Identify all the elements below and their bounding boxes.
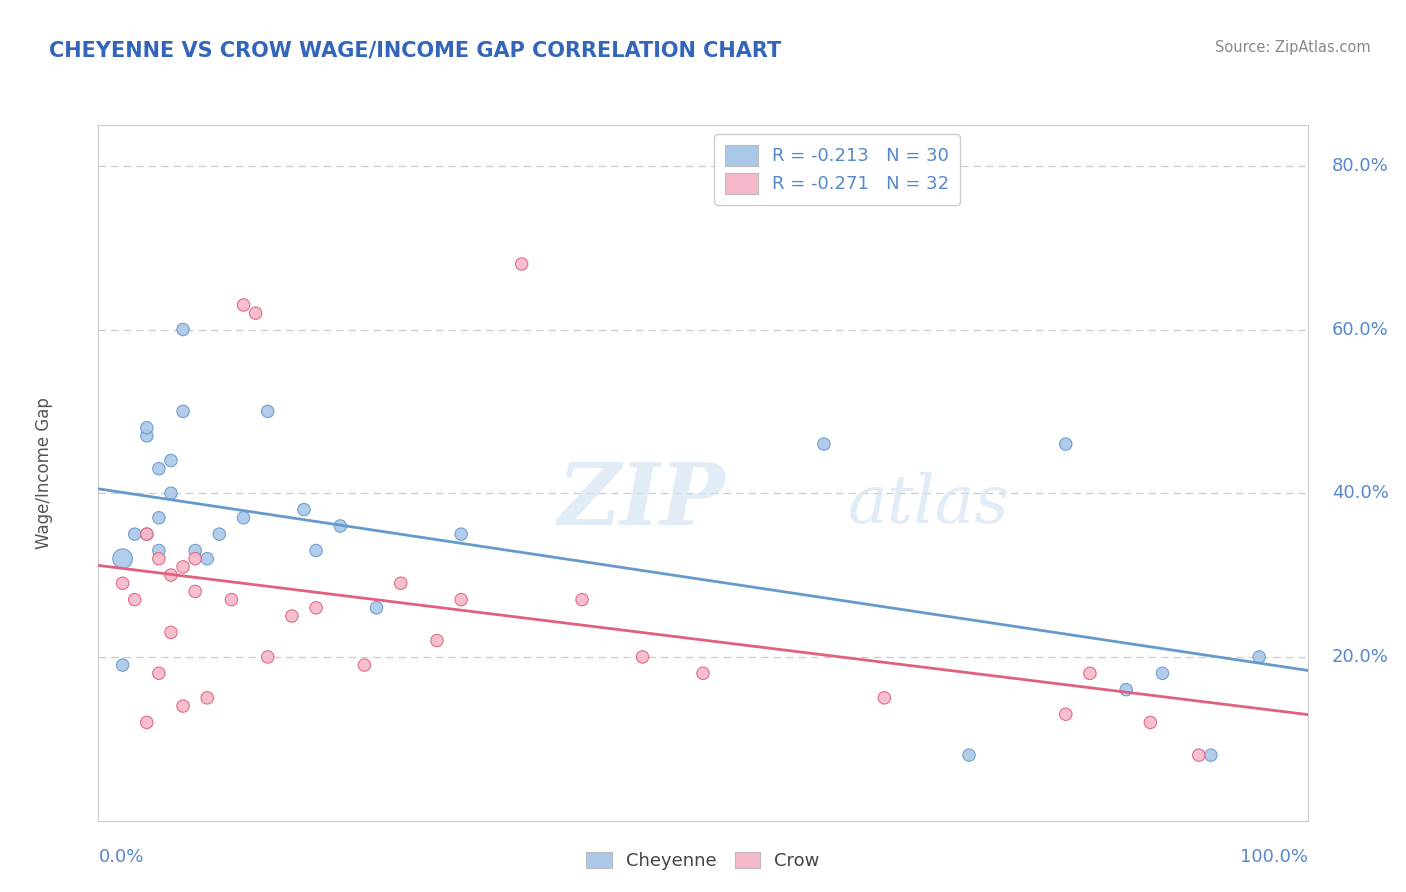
Point: [353, 658, 375, 673]
Point: [172, 404, 194, 418]
Point: [195, 690, 218, 705]
Text: CHEYENNE VS CROW WAGE/INCOME GAP CORRELATION CHART: CHEYENNE VS CROW WAGE/INCOME GAP CORRELA…: [49, 40, 782, 60]
Point: [450, 527, 472, 541]
Point: [1199, 748, 1222, 763]
Point: [160, 568, 183, 582]
Point: [160, 453, 183, 467]
Legend: Cheyenne, Crow: Cheyenne, Crow: [579, 845, 827, 878]
Point: [256, 649, 278, 664]
Point: [631, 649, 654, 664]
Text: ZIP: ZIP: [558, 458, 725, 542]
Text: Wage/Income Gap: Wage/Income Gap: [35, 397, 53, 549]
Point: [450, 592, 472, 607]
Point: [1139, 715, 1161, 730]
Point: [135, 421, 157, 435]
Text: 100.0%: 100.0%: [1240, 848, 1308, 866]
Text: 0.0%: 0.0%: [98, 848, 143, 866]
Point: [111, 658, 134, 673]
Point: [160, 486, 183, 500]
Point: [389, 576, 412, 591]
Point: [426, 633, 449, 648]
Point: [148, 666, 170, 681]
Point: [124, 592, 146, 607]
Point: [148, 551, 170, 566]
Point: [184, 551, 207, 566]
Point: [172, 699, 194, 714]
Point: [1054, 707, 1077, 722]
Point: [148, 510, 170, 524]
Point: [256, 404, 278, 418]
Point: [281, 609, 304, 624]
Text: 80.0%: 80.0%: [1331, 157, 1389, 175]
Point: [111, 551, 134, 566]
Point: [1188, 748, 1211, 763]
Point: [135, 715, 157, 730]
Point: [873, 690, 896, 705]
Text: atlas: atlas: [848, 472, 1010, 537]
Point: [692, 666, 714, 681]
Point: [1249, 649, 1271, 664]
Text: Source: ZipAtlas.com: Source: ZipAtlas.com: [1215, 40, 1371, 55]
Point: [245, 306, 267, 320]
Point: [135, 527, 157, 541]
Point: [1152, 666, 1174, 681]
Point: [957, 748, 980, 763]
Point: [221, 592, 243, 607]
Point: [329, 519, 352, 533]
Point: [366, 600, 388, 615]
Point: [160, 625, 183, 640]
Point: [184, 584, 207, 599]
Point: [172, 322, 194, 336]
Point: [1115, 682, 1137, 697]
Point: [510, 257, 533, 271]
Point: [148, 543, 170, 558]
Point: [1054, 437, 1077, 451]
Text: 40.0%: 40.0%: [1331, 484, 1389, 502]
Point: [232, 510, 254, 524]
Point: [124, 527, 146, 541]
Point: [135, 527, 157, 541]
Point: [135, 429, 157, 443]
Point: [232, 298, 254, 312]
Point: [571, 592, 593, 607]
Text: 20.0%: 20.0%: [1331, 648, 1389, 666]
Point: [1078, 666, 1101, 681]
Point: [195, 551, 218, 566]
Point: [305, 543, 328, 558]
Point: [172, 560, 194, 574]
Point: [813, 437, 835, 451]
Point: [208, 527, 231, 541]
Text: 60.0%: 60.0%: [1331, 320, 1389, 339]
Point: [111, 576, 134, 591]
Point: [184, 543, 207, 558]
Point: [148, 461, 170, 475]
Point: [292, 502, 315, 516]
Point: [305, 600, 328, 615]
